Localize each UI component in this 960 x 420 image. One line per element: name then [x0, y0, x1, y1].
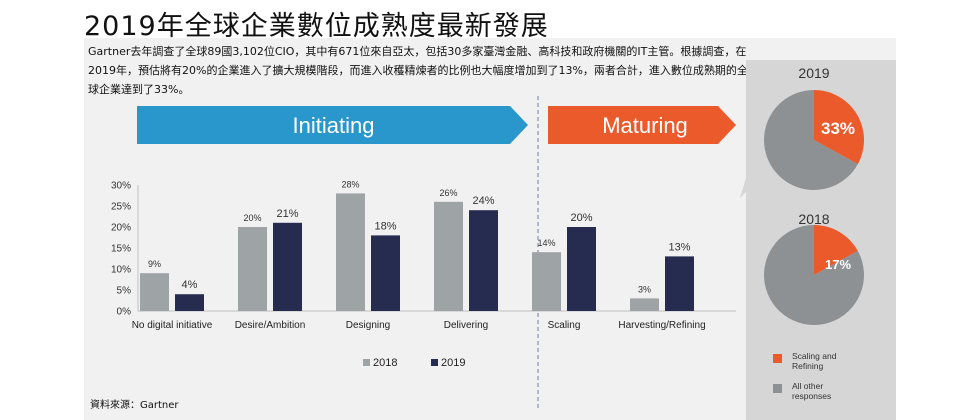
pie-legend-label: All other [792, 381, 823, 391]
bar-value-label: 9% [148, 259, 161, 269]
bar-2018-4 [532, 252, 561, 311]
pie-slice-2019-1 [763, 90, 858, 191]
y-tick-label: 5% [117, 286, 132, 297]
pie-slice-2019-0 [814, 90, 864, 165]
y-tick-label: 0% [117, 307, 132, 318]
x-category-label: Harvesting/Refining [618, 320, 705, 331]
pie-legend-swatch-gray [773, 384, 782, 393]
bar-2019-5 [665, 256, 694, 311]
pie-legend-label: Scaling and [792, 351, 837, 361]
y-tick-label: 15% [111, 244, 131, 255]
bar-value-label: 24% [472, 195, 494, 207]
x-category-label: No digital initiative [132, 320, 213, 331]
bar-value-label: 14% [537, 238, 555, 248]
bar-2018-3 [434, 201, 463, 311]
pie-legend-label: Refining [792, 361, 823, 371]
bar-value-label: 28% [341, 179, 359, 189]
x-category-label: Designing [346, 320, 390, 331]
bar-2018-2 [336, 193, 365, 311]
bar-value-label: 20% [570, 212, 592, 224]
legend-swatch-2018 [363, 359, 370, 366]
pie-title-2018: 2018 [798, 211, 829, 227]
bar-2018-1 [238, 227, 267, 311]
source-note: 資料來源：Gartner [90, 400, 179, 411]
bar-2019-4 [567, 227, 596, 311]
description-text: Gartner去年調查了全球89國3,102位CIO，其中有671位來自亞太，包… [88, 45, 748, 96]
bar-2019-3 [469, 210, 498, 311]
legend-label-2018: 2018 [373, 357, 397, 369]
x-category-label: Desire/Ambition [235, 320, 306, 331]
pie-title-2019: 2019 [798, 65, 829, 81]
legend-swatch-2019 [431, 359, 438, 366]
page-title: 2019年全球企業數位成熟度最新發展 [84, 11, 549, 42]
bar-2018-0 [140, 273, 169, 311]
y-tick-label: 25% [111, 202, 131, 213]
bar-2019-2 [371, 235, 400, 311]
bar-2019-0 [175, 294, 204, 311]
callout-wedge [740, 96, 770, 198]
phase-arrow-initiating [137, 106, 528, 144]
bar-value-label: 4% [182, 279, 198, 291]
bar-value-label: 26% [439, 188, 457, 198]
pie-legend-swatch-orange [773, 354, 782, 363]
phase-arrow-maturing [548, 106, 736, 144]
bar-value-label: 21% [276, 208, 298, 220]
bar-value-label: 13% [668, 241, 690, 253]
pie-value-label: 33% [821, 119, 855, 138]
bar-value-label: 20% [243, 213, 261, 223]
bar-2019-1 [273, 222, 302, 311]
bar-value-label: 3% [638, 284, 651, 294]
legend-label-2019: 2019 [441, 357, 465, 369]
x-category-label: Scaling [548, 320, 581, 331]
pie-slice-2018-1 [763, 225, 864, 326]
bar-value-label: 18% [374, 220, 396, 232]
x-category-label: Delivering [444, 320, 488, 331]
phase-label-maturing: Maturing [602, 113, 688, 138]
pie-slice-2018-0 [814, 225, 858, 275]
pie-value-label: 17% [825, 257, 851, 272]
y-tick-label: 10% [111, 265, 131, 276]
y-tick-label: 20% [111, 223, 131, 234]
bar-2018-5 [630, 298, 659, 311]
y-tick-label: 30% [111, 181, 131, 192]
phase-label-initiating: Initiating [293, 113, 375, 138]
pie-legend-label: responses [792, 391, 831, 401]
